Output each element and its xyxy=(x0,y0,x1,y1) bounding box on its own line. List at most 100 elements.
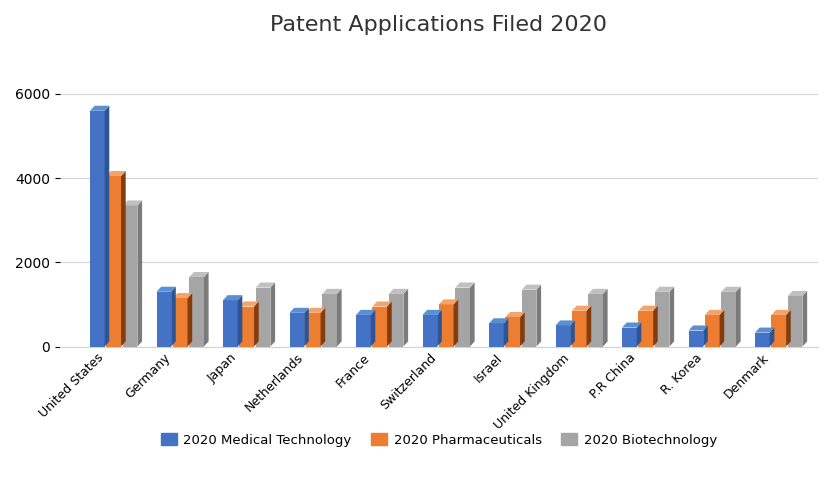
Polygon shape xyxy=(689,325,708,331)
Bar xyxy=(173,298,187,346)
Polygon shape xyxy=(520,312,525,346)
Polygon shape xyxy=(586,306,591,346)
Polygon shape xyxy=(387,301,392,346)
Bar xyxy=(655,292,670,346)
Polygon shape xyxy=(204,272,208,346)
Bar xyxy=(721,292,736,346)
Polygon shape xyxy=(536,285,541,346)
Bar xyxy=(689,331,703,346)
Polygon shape xyxy=(304,308,309,346)
Bar xyxy=(439,304,453,346)
Polygon shape xyxy=(653,306,658,346)
Polygon shape xyxy=(122,200,142,205)
Bar xyxy=(705,315,720,346)
Bar xyxy=(422,315,437,346)
Bar xyxy=(239,306,254,346)
Polygon shape xyxy=(422,310,441,315)
Polygon shape xyxy=(290,308,309,313)
Bar xyxy=(456,288,470,346)
Polygon shape xyxy=(356,310,376,315)
Polygon shape xyxy=(439,299,458,304)
Polygon shape xyxy=(157,287,176,292)
Title: Patent Applications Filed 2020: Patent Applications Filed 2020 xyxy=(271,15,607,35)
Polygon shape xyxy=(187,293,192,346)
Bar xyxy=(556,325,570,346)
Polygon shape xyxy=(372,301,392,306)
Polygon shape xyxy=(171,287,176,346)
Polygon shape xyxy=(321,308,325,346)
Polygon shape xyxy=(437,310,441,346)
Polygon shape xyxy=(556,320,575,325)
Polygon shape xyxy=(90,106,109,111)
Polygon shape xyxy=(572,306,591,311)
Polygon shape xyxy=(655,287,674,292)
Polygon shape xyxy=(670,287,674,346)
Polygon shape xyxy=(570,320,575,346)
Legend: 2020 Medical Technology, 2020 Pharmaceuticals, 2020 Biotechnology: 2020 Medical Technology, 2020 Pharmaceut… xyxy=(156,428,722,452)
Polygon shape xyxy=(603,289,607,346)
Polygon shape xyxy=(636,323,641,346)
Polygon shape xyxy=(173,293,192,298)
Polygon shape xyxy=(506,312,525,317)
Bar xyxy=(356,315,371,346)
Polygon shape xyxy=(638,306,658,311)
Polygon shape xyxy=(107,171,126,176)
Bar xyxy=(771,315,786,346)
Polygon shape xyxy=(622,323,641,328)
Bar xyxy=(223,300,237,346)
Polygon shape xyxy=(239,301,259,306)
Polygon shape xyxy=(489,318,508,323)
Bar xyxy=(638,311,653,346)
Bar xyxy=(622,328,636,346)
Polygon shape xyxy=(237,295,242,346)
Polygon shape xyxy=(788,291,807,296)
Polygon shape xyxy=(371,310,376,346)
Bar xyxy=(521,290,536,346)
Bar xyxy=(290,313,304,346)
Polygon shape xyxy=(254,301,259,346)
Bar xyxy=(372,306,387,346)
Polygon shape xyxy=(802,291,807,346)
Polygon shape xyxy=(705,310,724,315)
Polygon shape xyxy=(588,289,607,294)
Bar xyxy=(572,311,586,346)
Polygon shape xyxy=(771,310,791,315)
Polygon shape xyxy=(403,289,408,346)
Polygon shape xyxy=(271,283,275,346)
Bar xyxy=(389,294,403,346)
Polygon shape xyxy=(322,289,342,294)
Polygon shape xyxy=(786,310,791,346)
Bar xyxy=(90,111,105,346)
Polygon shape xyxy=(105,106,109,346)
Polygon shape xyxy=(137,200,142,346)
Polygon shape xyxy=(337,289,342,346)
Bar xyxy=(788,296,802,346)
Bar xyxy=(588,294,603,346)
Polygon shape xyxy=(504,318,508,346)
Bar xyxy=(157,292,171,346)
Bar xyxy=(506,317,520,346)
Polygon shape xyxy=(736,287,741,346)
Bar xyxy=(306,313,321,346)
Polygon shape xyxy=(770,328,775,346)
Bar xyxy=(189,277,204,346)
Polygon shape xyxy=(720,310,724,346)
Polygon shape xyxy=(755,328,775,333)
Polygon shape xyxy=(223,295,242,300)
Polygon shape xyxy=(389,289,408,294)
Bar xyxy=(122,205,137,346)
Polygon shape xyxy=(121,171,126,346)
Polygon shape xyxy=(470,283,475,346)
Polygon shape xyxy=(189,272,208,277)
Bar xyxy=(755,333,770,346)
Polygon shape xyxy=(721,287,741,292)
Polygon shape xyxy=(521,285,541,290)
Bar xyxy=(107,176,121,346)
Polygon shape xyxy=(703,325,708,346)
Polygon shape xyxy=(256,283,275,288)
Bar xyxy=(322,294,337,346)
Bar xyxy=(256,288,271,346)
Polygon shape xyxy=(453,299,458,346)
Polygon shape xyxy=(456,283,475,288)
Polygon shape xyxy=(306,308,325,313)
